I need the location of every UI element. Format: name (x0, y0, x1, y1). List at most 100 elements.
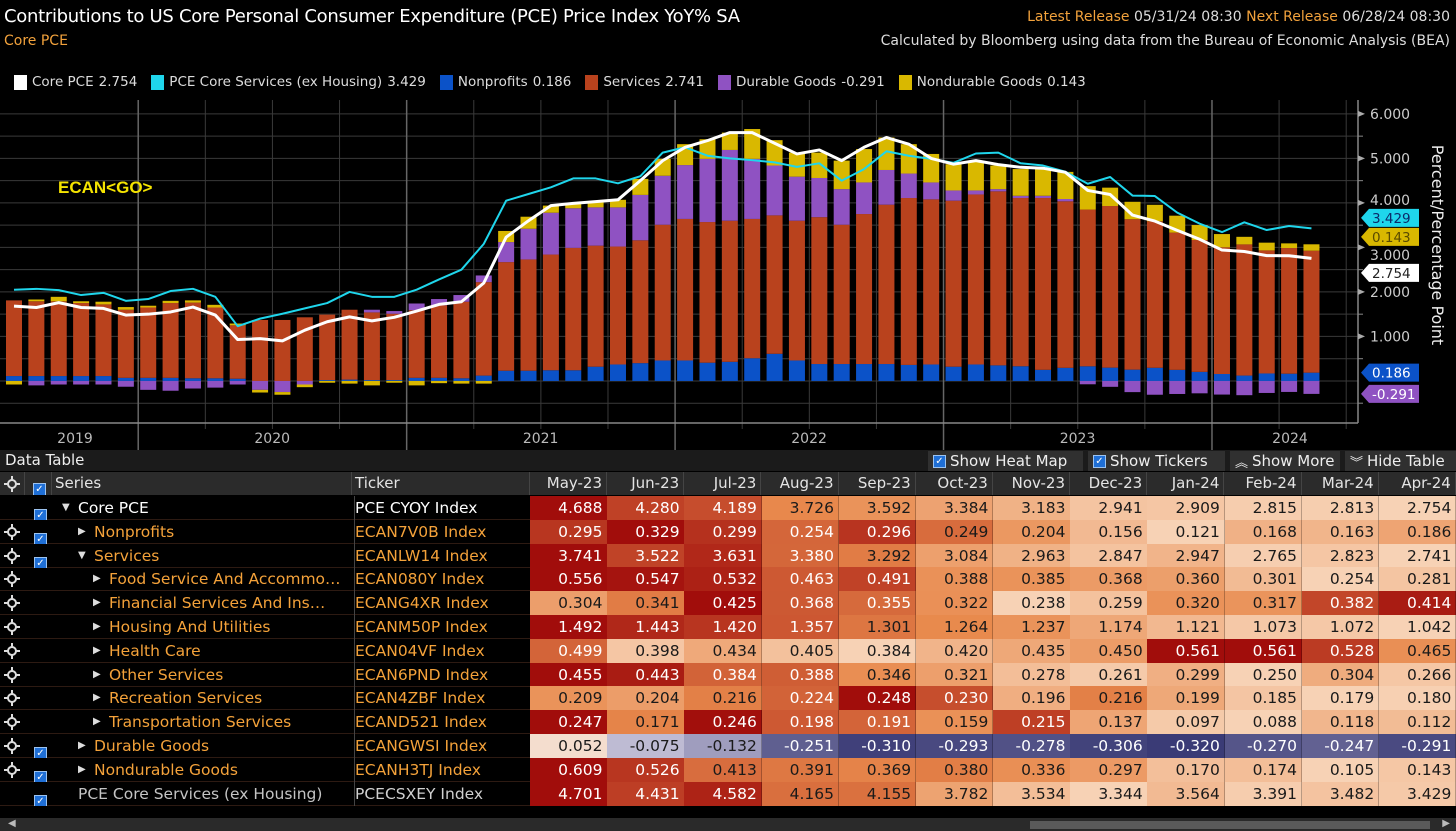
table-row[interactable]: ▶ Financial Services And Ins… ECANG4XR Ind… (0, 591, 1456, 616)
table-row[interactable]: ✓ ▼ Core PCE PCE CYOY Index 4.688 4.280 4.189 3… (0, 496, 1456, 520)
ticker-column-header[interactable]: Ticker (352, 472, 530, 495)
show-tickers-toggle[interactable]: ✓ Show Tickers (1088, 451, 1225, 471)
bar-services (811, 217, 828, 365)
value-cell: 2.823 (1301, 543, 1380, 568)
crosshair-icon[interactable] (0, 520, 25, 544)
ticker: ECAN4ZBF Index (354, 686, 530, 711)
select-all-checkbox[interactable]: ✓ (25, 472, 52, 495)
y-tick-mark (1358, 199, 1365, 206)
show-heat-map-toggle[interactable]: ✓ Show Heat Map (928, 451, 1083, 471)
month-column-header[interactable]: Aug-23 (762, 472, 839, 495)
month-column-header[interactable]: Jul-23 (684, 472, 762, 495)
table-row[interactable]: ▶ Transportation Services ECAND521 Index 0.… (0, 710, 1456, 735)
series-visible-checkbox[interactable]: ✓ (34, 734, 50, 758)
scrollbar-thumb[interactable] (1030, 821, 1430, 829)
x-year-label: 2022 (791, 431, 827, 447)
table-row[interactable]: ▶ Housing And Utilities ECANM50P Index 1.49… (0, 615, 1456, 639)
series-visible-checkbox[interactable]: ✓ (34, 758, 50, 782)
legend-item[interactable]: Core PCE 2.754 (14, 74, 137, 90)
ecan-go-annotation: ECAN<GO> (58, 178, 153, 197)
value-cell: 0.299 (684, 519, 762, 544)
legend-item[interactable]: Nonprofits 0.186 (439, 74, 571, 90)
next-release-label: Next Release (1246, 9, 1338, 25)
crosshair-icon[interactable] (0, 663, 25, 687)
bar-services (1012, 198, 1029, 367)
table-row[interactable]: ✓ ▶ Durable Goods ECANGWSI Index 0.052 -0.075… (0, 734, 1456, 758)
crosshair-icon[interactable] (0, 758, 25, 782)
bar-nonprofits (520, 370, 537, 381)
crosshair-icon[interactable] (0, 710, 25, 734)
collapse-triangle-icon[interactable]: ▼ (78, 549, 86, 561)
bar-nondurable-goods (811, 152, 828, 178)
expand-triangle-icon[interactable]: ▶ (93, 644, 101, 656)
expand-triangle-icon[interactable]: ▶ (78, 525, 86, 537)
expand-triangle-icon[interactable]: ▶ (93, 692, 101, 704)
bar-nonprofits (1102, 367, 1119, 381)
table-row[interactable]: ▶ Other Services ECAN6PND Index 0.455 0.443 0… (0, 662, 1456, 687)
month-column-header[interactable]: Sep-23 (839, 472, 916, 495)
series-visible-checkbox[interactable]: ✓ (34, 782, 50, 806)
scroll-left-arrow-icon[interactable]: ◀ (8, 818, 16, 829)
bar-nondurable-goods (475, 380, 492, 384)
expand-triangle-icon[interactable]: ▶ (93, 573, 101, 585)
bar-nonprofits (654, 360, 671, 381)
expand-triangle-icon[interactable]: ▶ (93, 597, 101, 609)
scroll-right-arrow-icon[interactable]: ▶ (1442, 818, 1450, 829)
hide-table-button[interactable]: ︾ Hide Table (1345, 451, 1456, 471)
value-cell: 0.052 (530, 734, 608, 758)
table-row[interactable]: ▶ Recreation Services ECAN4ZBF Index 0.209 0… (0, 686, 1456, 711)
crosshair-icon[interactable] (0, 686, 25, 710)
month-column-header[interactable]: Oct-23 (916, 472, 993, 495)
expand-triangle-icon[interactable]: ▶ (93, 621, 101, 632)
series-visible-checkbox[interactable]: ✓ (34, 520, 50, 544)
value-cell: 0.301 (1224, 567, 1303, 592)
expand-triangle-icon[interactable]: ▶ (78, 740, 86, 751)
crosshair-icon[interactable] (0, 734, 25, 758)
table-row[interactable]: ✓ ▶ Nondurable Goods ECANH3TJ Index 0.609 0.5… (0, 757, 1456, 782)
crosshair-icon[interactable] (0, 567, 25, 591)
month-column-header[interactable]: Mar-24 (1302, 472, 1379, 495)
crosshair-icon[interactable] (0, 472, 25, 495)
month-column-header[interactable]: Jun-23 (607, 472, 685, 495)
value-cell: 2.765 (1224, 543, 1303, 568)
expand-triangle-icon[interactable]: ▶ (78, 763, 86, 775)
legend-item[interactable]: Durable Goods -0.291 (717, 74, 885, 90)
bar-nondurable-goods (1303, 244, 1320, 251)
month-column-header[interactable]: Jan-24 (1147, 472, 1225, 495)
series-column-header[interactable]: Series (52, 472, 352, 495)
series-visible-checkbox[interactable]: ✓ (34, 496, 50, 520)
show-more-button[interactable]: ︽ Show More (1230, 451, 1340, 471)
bar-nondurable-goods (162, 300, 179, 304)
table-row[interactable]: ▶ Food Service And Accommo… ECAN080Y Index… (0, 567, 1456, 592)
table-row[interactable]: ✓ ▶ Nonprofits ECAN7V0B Index 0.295 0.329 0.29… (0, 519, 1456, 544)
bar-services (788, 220, 805, 361)
table-row[interactable]: ✓ PCE Core Services (ex Housing) PCECSXEY … (0, 781, 1456, 806)
month-column-header[interactable]: Nov-23 (993, 472, 1071, 495)
legend-item[interactable]: Services 2.741 (585, 74, 704, 90)
crosshair-icon[interactable] (0, 615, 25, 639)
expand-triangle-icon[interactable]: ▶ (93, 716, 101, 728)
table-row[interactable]: ▶ Health Care ECAN04VF Index 0.499 0.398 0.43… (0, 638, 1456, 663)
month-column-header[interactable]: Feb-24 (1225, 472, 1302, 495)
legend-item[interactable]: Nondurable Goods 0.143 (898, 74, 1086, 90)
collapse-triangle-icon[interactable]: ▼ (62, 502, 70, 513)
crosshair-icon[interactable] (0, 639, 25, 663)
bar-nonprofits (632, 363, 649, 381)
value-cell: 0.528 (1301, 638, 1380, 663)
crosshair-icon[interactable] (0, 544, 25, 568)
value-cell: 0.368 (761, 591, 839, 616)
value-cell: 0.261 (1070, 662, 1148, 687)
series-name: Core PCE (78, 499, 149, 517)
bar-nonprofits (1191, 371, 1208, 381)
value-cell: 0.159 (915, 710, 994, 735)
bar-nondurable-goods (6, 380, 22, 385)
legend-item[interactable]: PCE Core Services (ex Housing) 3.429 (151, 74, 426, 90)
crosshair-icon[interactable] (0, 591, 25, 615)
last-value-callout (1361, 363, 1419, 382)
month-column-header[interactable]: Dec-23 (1070, 472, 1148, 495)
expand-triangle-icon[interactable]: ▶ (93, 668, 101, 680)
month-column-header[interactable]: May-23 (530, 472, 607, 495)
table-row[interactable]: ✓ ▼ Services ECANLW14 Index 3.741 3.522 3.631 3… (0, 543, 1456, 568)
month-column-header[interactable]: Apr-24 (1379, 472, 1456, 495)
series-visible-checkbox[interactable]: ✓ (34, 544, 50, 568)
